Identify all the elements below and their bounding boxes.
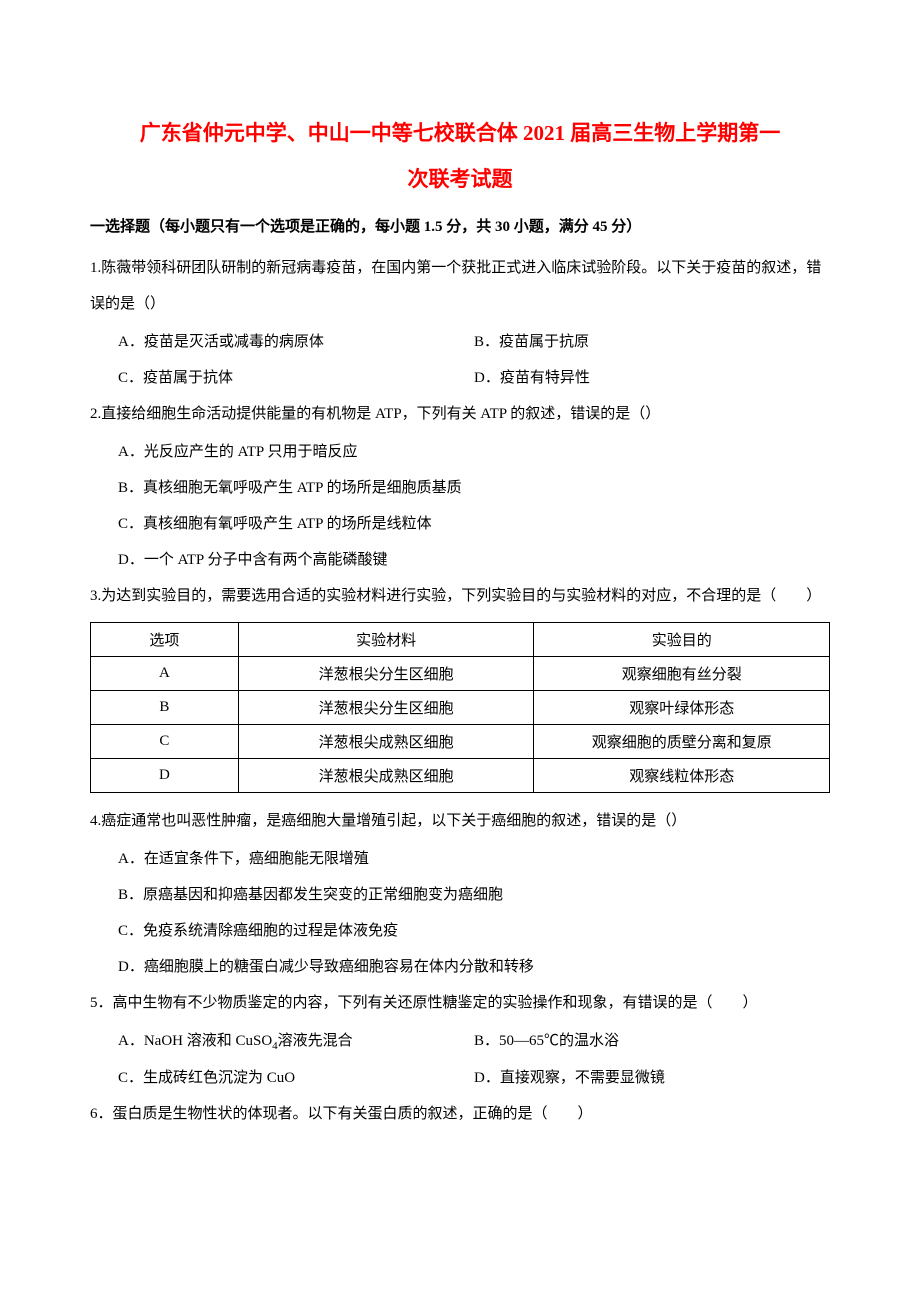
section-1-header: 一选择题（每小题只有一个选项是正确的，每小题 1.5 分，共 30 小题，满分 … <box>90 212 830 242</box>
q5-options-row-2: C．生成砖红色沉淀为 CuO D．直接观察，不需要显微镜 <box>90 1060 830 1096</box>
q4-option-d: D．癌细胞膜上的糖蛋白减少导致癌细胞容易在体内分散和转移 <box>90 949 830 985</box>
table-row: D 洋葱根尖成熟区细胞 观察线粒体形态 <box>91 759 830 793</box>
q3-table-header-row: 选项 实验材料 实验目的 <box>91 623 830 657</box>
q2-option-a: A．光反应产生的 ATP 只用于暗反应 <box>90 434 830 470</box>
question-6: 6．蛋白质是生物性状的体现者。以下有关蛋白质的叙述，正确的是（ ） <box>90 1096 830 1132</box>
q4-option-c: C．免疫系统清除癌细胞的过程是体液免疫 <box>90 913 830 949</box>
title-line-2: 次联考试题 <box>90 156 830 202</box>
q3-th-1: 实验材料 <box>238 623 534 657</box>
q3-cell: D <box>91 759 239 793</box>
title-line-1: 广东省仲元中学、中山一中等七校联合体 2021 届高三生物上学期第一 <box>90 110 830 156</box>
table-row: C 洋葱根尖成熟区细胞 观察细胞的质壁分离和复原 <box>91 725 830 759</box>
q3-cell: 观察细胞的质壁分离和复原 <box>534 725 830 759</box>
q3-cell: 观察叶绿体形态 <box>534 691 830 725</box>
q3-cell: 洋葱根尖成熟区细胞 <box>238 759 534 793</box>
question-3: 3.为达到实验目的，需要选用合适的实验材料进行实验，下列实验目的与实验材料的对应… <box>90 578 830 614</box>
q2-option-d: D．一个 ATP 分子中含有两个高能磷酸键 <box>90 542 830 578</box>
question-5: 5．高中生物有不少物质鉴定的内容，下列有关还原性糖鉴定的实验操作和现象，有错误的… <box>90 985 830 1021</box>
question-2: 2.直接给细胞生命活动提供能量的有机物是 ATP，下列有关 ATP 的叙述，错误… <box>90 396 830 432</box>
q5-options-row-1: A．NaOH 溶液和 CuSO4溶液先混合 B．50—65℃的温水浴 <box>90 1023 830 1059</box>
q5-option-d: D．直接观察，不需要显微镜 <box>474 1060 830 1096</box>
exam-title: 广东省仲元中学、中山一中等七校联合体 2021 届高三生物上学期第一 次联考试题 <box>90 110 830 202</box>
q3-cell: A <box>91 657 239 691</box>
q3-table: 选项 实验材料 实验目的 A 洋葱根尖分生区细胞 观察细胞有丝分裂 B 洋葱根尖… <box>90 622 830 793</box>
q3-cell: 观察线粒体形态 <box>534 759 830 793</box>
q3-th-2: 实验目的 <box>534 623 830 657</box>
q5-option-c: C．生成砖红色沉淀为 CuO <box>118 1060 474 1096</box>
q5-option-b: B．50—65℃的温水浴 <box>474 1023 830 1059</box>
q1-option-b: B．疫苗属于抗原 <box>474 324 830 360</box>
q3-cell: C <box>91 725 239 759</box>
q5-a-suffix: 溶液先混合 <box>278 1033 353 1049</box>
q2-option-b: B．真核细胞无氧呼吸产生 ATP 的场所是细胞质基质 <box>90 470 830 506</box>
q1-option-c: C．疫苗属于抗体 <box>118 360 474 396</box>
q1-options-row-1: A．疫苗是灭活或减毒的病原体 B．疫苗属于抗原 <box>90 324 830 360</box>
q3-th-0: 选项 <box>91 623 239 657</box>
q1-option-a: A．疫苗是灭活或减毒的病原体 <box>118 324 474 360</box>
q4-option-a: A．在适宜条件下，癌细胞能无限增殖 <box>90 841 830 877</box>
q3-cell: 洋葱根尖分生区细胞 <box>238 691 534 725</box>
q5-a-prefix: A．NaOH 溶液和 CuSO <box>118 1033 272 1049</box>
table-row: A 洋葱根尖分生区细胞 观察细胞有丝分裂 <box>91 657 830 691</box>
q1-option-d: D．疫苗有特异性 <box>474 360 830 396</box>
q2-option-c: C．真核细胞有氧呼吸产生 ATP 的场所是线粒体 <box>90 506 830 542</box>
q3-cell: 洋葱根尖分生区细胞 <box>238 657 534 691</box>
q3-cell: B <box>91 691 239 725</box>
q1-options-row-2: C．疫苗属于抗体 D．疫苗有特异性 <box>90 360 830 396</box>
q5-option-a: A．NaOH 溶液和 CuSO4溶液先混合 <box>118 1023 474 1059</box>
question-4: 4.癌症通常也叫恶性肿瘤，是癌细胞大量增殖引起，以下关于癌细胞的叙述，错误的是（… <box>90 803 830 839</box>
q4-option-b: B．原癌基因和抑癌基因都发生突变的正常细胞变为癌细胞 <box>90 877 830 913</box>
table-row: B 洋葱根尖分生区细胞 观察叶绿体形态 <box>91 691 830 725</box>
q3-cell: 观察细胞有丝分裂 <box>534 657 830 691</box>
q3-cell: 洋葱根尖成熟区细胞 <box>238 725 534 759</box>
question-1: 1.陈薇带领科研团队研制的新冠病毒疫苗，在国内第一个获批正式进入临床试验阶段。以… <box>90 250 830 322</box>
